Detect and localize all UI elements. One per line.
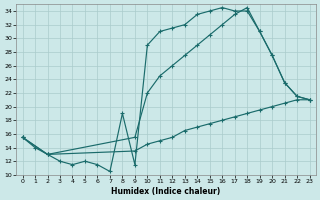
X-axis label: Humidex (Indice chaleur): Humidex (Indice chaleur) — [111, 187, 221, 196]
